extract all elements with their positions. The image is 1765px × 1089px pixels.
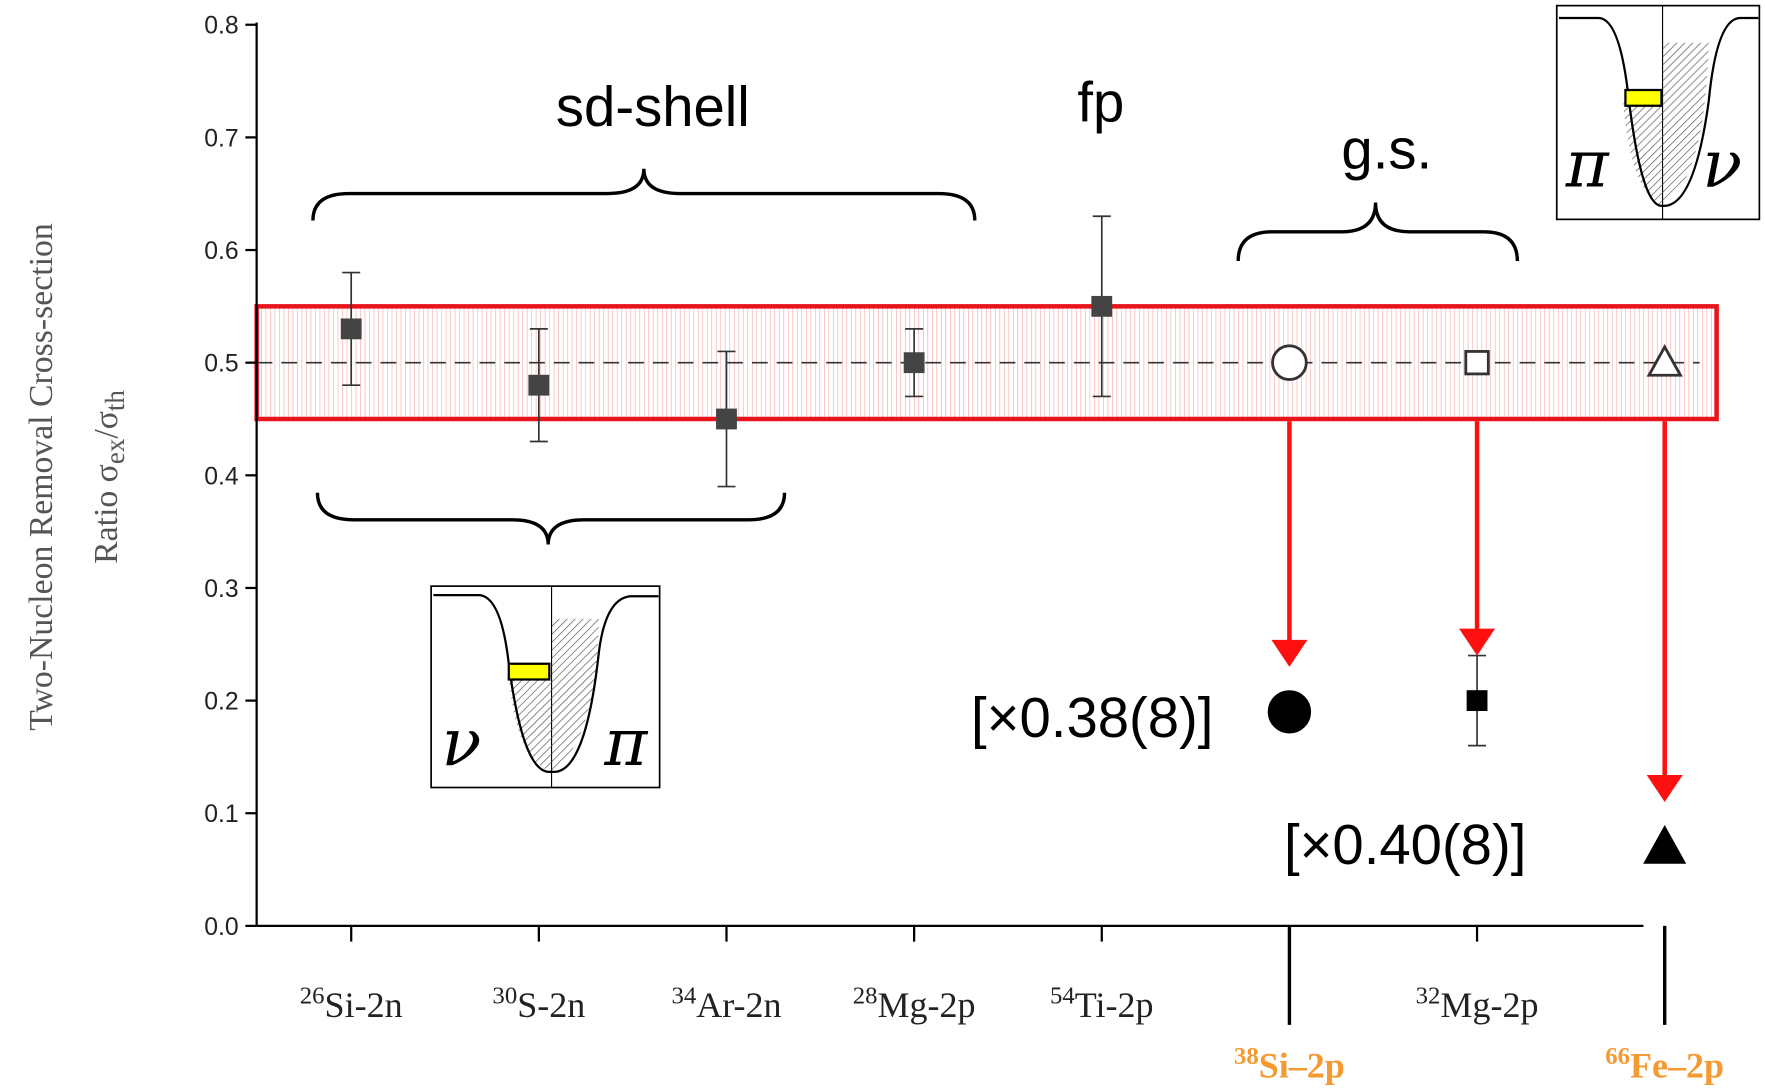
inset-level bbox=[507, 662, 551, 681]
inset-label: π bbox=[1565, 127, 1610, 203]
x-tick-label: 26Si-2n bbox=[300, 983, 403, 1025]
y-tick-label: 0.4 bbox=[204, 463, 239, 490]
x-label-text: Ti-2p bbox=[1075, 985, 1154, 1025]
arrow-head bbox=[1646, 775, 1683, 803]
x-label-mass: 26 bbox=[300, 983, 325, 1010]
y-tick-label: 0.6 bbox=[204, 238, 238, 265]
arrow-head bbox=[1459, 628, 1496, 656]
label-part: /σ bbox=[88, 411, 125, 439]
inset-well bbox=[433, 594, 659, 773]
x-label-text: Fe–2p bbox=[1630, 1046, 1724, 1086]
x-tick-label: 34Ar-2n bbox=[671, 983, 781, 1025]
label-sub: th bbox=[100, 390, 130, 411]
marker bbox=[1643, 825, 1687, 864]
marker bbox=[1646, 344, 1683, 377]
x-tick-label: 38Si–2p bbox=[1234, 1043, 1345, 1085]
x-label-mass: 38 bbox=[1234, 1043, 1259, 1070]
inset-diagram: ν π bbox=[430, 585, 661, 789]
x-label-mass: 34 bbox=[671, 983, 696, 1010]
x-label-mass: 32 bbox=[1416, 983, 1441, 1010]
x-label-text: Mg-2p bbox=[1440, 985, 1538, 1025]
inset-level bbox=[1624, 88, 1663, 107]
x-label-mass: 54 bbox=[1050, 983, 1075, 1010]
arrow-head bbox=[1271, 639, 1308, 667]
label-part: Ratio σ bbox=[88, 464, 125, 564]
y-tick-label: 0.8 bbox=[204, 13, 238, 40]
marker bbox=[1267, 690, 1312, 734]
inset-well bbox=[1559, 16, 1759, 208]
marker bbox=[340, 318, 362, 340]
marker bbox=[903, 352, 925, 374]
annotation: sd-shell bbox=[556, 75, 750, 138]
x-tick-label: 28Mg-2p bbox=[853, 983, 976, 1025]
inset-diagram: π ν bbox=[1555, 4, 1761, 221]
x-label-text: Mg-2p bbox=[877, 985, 975, 1025]
x-label-mass: 30 bbox=[492, 983, 517, 1010]
x-label-text: S-2n bbox=[517, 985, 585, 1025]
y-tick-label: 0.7 bbox=[204, 125, 238, 152]
y-tick-label: 0.1 bbox=[204, 801, 238, 828]
x-label-mass: 28 bbox=[853, 983, 878, 1010]
inset-label: ν bbox=[1702, 127, 1742, 203]
x-label-mass: 66 bbox=[1605, 1043, 1630, 1070]
inset-fill bbox=[1662, 42, 1709, 206]
brace bbox=[1236, 202, 1520, 262]
marker bbox=[528, 374, 550, 396]
x-label-text: Si-2n bbox=[325, 985, 403, 1025]
annotation: [×0.38(8)] bbox=[971, 686, 1213, 749]
inset-fill bbox=[551, 618, 599, 772]
y-axis-label: Two-Nucleon Removal Cross-section bbox=[23, 223, 60, 731]
x-tick-label: 54Ti-2p bbox=[1050, 983, 1153, 1025]
marker bbox=[716, 408, 737, 430]
inset-fill bbox=[508, 675, 552, 772]
marker bbox=[1271, 344, 1308, 381]
y-axis-label: Ratio σex/σth bbox=[88, 390, 130, 564]
annotation: [×0.40(8)] bbox=[1284, 813, 1526, 876]
label-sub: ex bbox=[100, 438, 130, 464]
annotation: fp bbox=[1077, 71, 1124, 134]
y-tick-label: 0.5 bbox=[204, 351, 238, 378]
x-tick-label: 32Mg-2p bbox=[1416, 983, 1539, 1025]
x-tick-label: 30S-2n bbox=[492, 983, 585, 1025]
marker bbox=[1466, 690, 1488, 711]
x-label-text: Ar-2n bbox=[696, 985, 781, 1025]
braces bbox=[311, 168, 1520, 545]
y-tick-label: 0.0 bbox=[204, 914, 238, 941]
marker bbox=[1091, 295, 1113, 317]
x-label-text: Si–2p bbox=[1259, 1046, 1345, 1086]
inset-label: ν bbox=[442, 705, 482, 781]
marker bbox=[1464, 350, 1490, 376]
brace bbox=[315, 492, 787, 545]
brace bbox=[311, 168, 977, 221]
y-tick-label: 0.2 bbox=[204, 689, 238, 716]
y-tick-label: 0.3 bbox=[204, 576, 238, 603]
annotation: g.s. bbox=[1341, 118, 1432, 181]
x-tick-label: 66Fe–2p bbox=[1605, 1043, 1724, 1085]
inset-label: π bbox=[603, 705, 648, 781]
